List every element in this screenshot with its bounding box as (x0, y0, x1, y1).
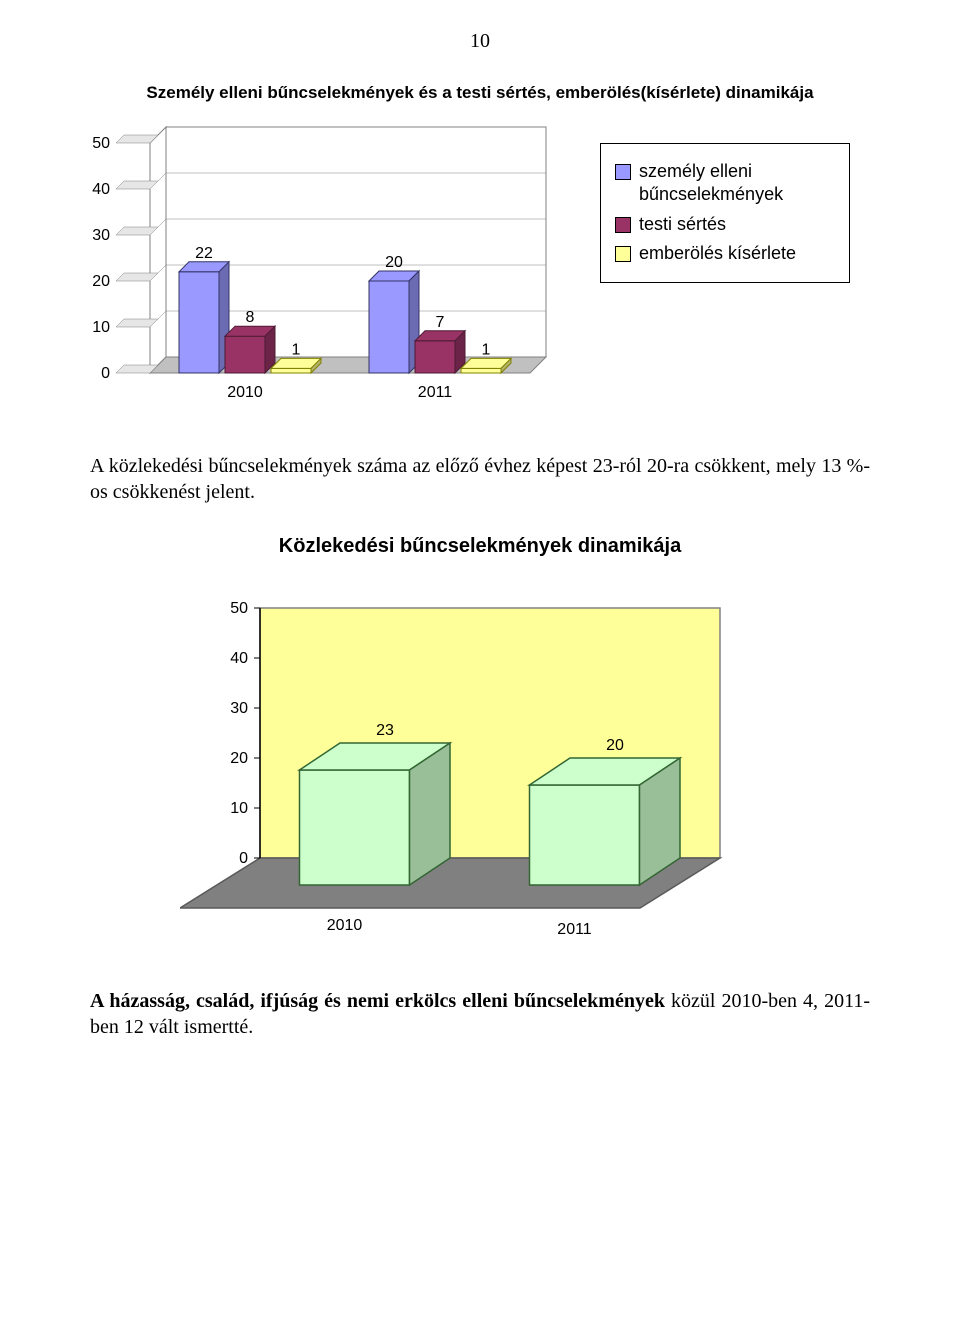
paragraph-2-bold: A házasság, család, ifjúság és nemi erkö… (90, 990, 665, 1012)
svg-text:50: 50 (230, 600, 248, 617)
svg-text:0: 0 (239, 850, 248, 867)
svg-text:1: 1 (292, 341, 301, 358)
svg-text:30: 30 (230, 700, 248, 717)
legend-swatch (615, 217, 631, 233)
svg-text:8: 8 (246, 309, 255, 326)
chart1-container: 0 10 20 30 40 50 22 8 1 2010 20 7 1 2011 személy elle… (90, 123, 870, 423)
legend-label: emberölés kísérlete (639, 242, 796, 265)
svg-text:1: 1 (482, 341, 491, 358)
svg-text:22: 22 (195, 245, 213, 262)
svg-text:40: 40 (92, 181, 110, 198)
page-number: 10 (90, 30, 870, 53)
svg-text:7: 7 (436, 314, 445, 331)
svg-text:20: 20 (385, 254, 403, 271)
svg-text:2010: 2010 (327, 917, 363, 934)
svg-text:20: 20 (606, 737, 624, 754)
svg-text:0: 0 (101, 365, 110, 382)
paragraph-2: A házasság, család, ifjúság és nemi erkö… (90, 988, 870, 1040)
svg-text:2011: 2011 (557, 921, 592, 938)
svg-text:20: 20 (92, 273, 110, 290)
svg-text:20: 20 (230, 750, 248, 767)
chart1-title: Személy elleni bűncselekmények és a test… (90, 83, 870, 103)
svg-text:10: 10 (230, 800, 248, 817)
legend-swatch (615, 246, 631, 262)
svg-text:40: 40 (230, 650, 248, 667)
chart1-legend: személy elleni bűncselekmények testi sért… (600, 143, 850, 283)
svg-text:50: 50 (92, 135, 110, 152)
chart1-svg: 0 10 20 30 40 50 22 8 1 2010 20 7 1 2011 (90, 123, 570, 423)
chart2-title: Közlekedési bűncselekmények dinamikája (90, 535, 870, 558)
svg-text:23: 23 (376, 722, 394, 739)
svg-text:2011: 2011 (418, 384, 453, 401)
svg-text:2010: 2010 (227, 384, 263, 401)
legend-item: testi sértés (615, 213, 835, 236)
legend-item: személy elleni bűncselekmények (615, 160, 835, 207)
legend-label: testi sértés (639, 213, 726, 236)
legend-label: személy elleni bűncselekmények (639, 160, 835, 207)
legend-swatch (615, 164, 631, 180)
svg-text:10: 10 (92, 319, 110, 336)
legend-item: emberölés kísérlete (615, 242, 835, 265)
paragraph-1: A közlekedési bűncselekmények száma az e… (90, 453, 870, 505)
svg-text:30: 30 (92, 227, 110, 244)
chart2-svg: 0 10 20 30 40 50 23 2010 20 2011 (180, 578, 780, 958)
